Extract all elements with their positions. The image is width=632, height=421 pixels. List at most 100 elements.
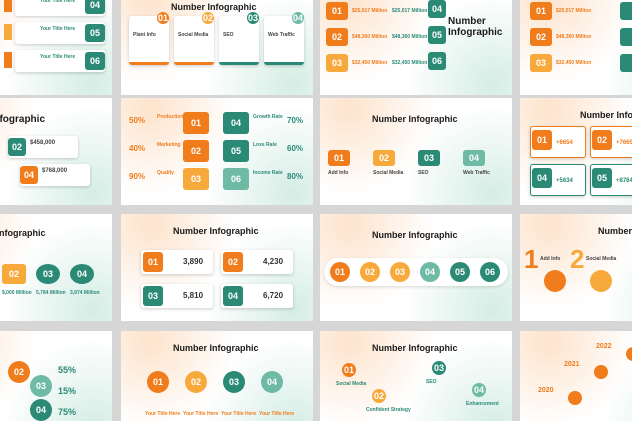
number-badge: [590, 270, 612, 292]
number-badge: 03: [326, 54, 348, 72]
number-badge: 05: [85, 24, 105, 42]
item-label: Social Media: [336, 381, 367, 387]
item-label: Quality: [157, 170, 174, 176]
item-label: Web Traffic: [268, 32, 295, 38]
slide-title: Number Infographic: [0, 114, 46, 125]
number-badge: 03: [247, 12, 259, 24]
item-label: Loss Rate: [253, 142, 277, 148]
number-badge: 05: [592, 168, 612, 188]
item-title: Your Title Here: [40, 0, 76, 4]
number-badge: 04: [472, 383, 486, 397]
number-badge: 02: [185, 371, 207, 393]
item-value: $32,450 Million: [352, 60, 388, 66]
item-value: $48,360 Million: [556, 34, 592, 40]
number-badge: 04: [420, 262, 440, 282]
item-label: Growth Rate: [253, 114, 283, 120]
item-value: +6654: [556, 140, 573, 146]
number-badge: 01: [143, 252, 163, 272]
percent: 60%: [287, 144, 304, 153]
number-badge: 04: [463, 150, 485, 166]
number-badge: 03: [36, 264, 60, 284]
slide: Number Infographic 01 Social Media 02 Confid…: [320, 331, 512, 421]
number-badge: 05: [450, 262, 470, 282]
item-label: Your Title Here: [221, 411, 257, 417]
item-label: Social Media: [178, 32, 209, 38]
number-badge: [626, 347, 632, 361]
slide: 02 55% 03 15% 04 75%: [0, 331, 112, 421]
number-badge: 06: [428, 52, 446, 70]
number-badge: 02: [372, 389, 386, 403]
slide-title: Number Infographic: [0, 228, 46, 238]
slide: Number Infographic 01 Your Title Here 02 You…: [121, 331, 313, 421]
item-label: Confident Strategy: [366, 407, 411, 413]
number-badge: [568, 391, 582, 405]
number-badge: 02: [223, 252, 243, 272]
number-badge: [620, 54, 632, 72]
slide-title: Number Infographic: [448, 16, 503, 38]
number-badge: 04: [532, 168, 552, 188]
percent: 90%: [129, 172, 146, 181]
percent: 80%: [287, 172, 304, 181]
item-value: $,000 Million: [2, 290, 32, 296]
band: [324, 258, 508, 286]
item-label: SEO: [418, 170, 429, 176]
slide: 04 Your Title Here 05 Your Title Here 06 Your…: [0, 0, 112, 95]
percent: 15%: [58, 386, 77, 396]
percent: 75%: [58, 407, 77, 417]
card: [174, 16, 214, 65]
item-label: Your Title Here: [183, 411, 219, 417]
number-badge: 03: [30, 375, 52, 397]
number-badge: 01: [530, 2, 552, 20]
slide-title: Number Infographic: [171, 2, 257, 12]
number-badge: 04: [223, 112, 249, 134]
item-label: Social Media: [586, 256, 617, 262]
item-label: Add Info: [540, 256, 561, 262]
item-value: 3,974 Million: [70, 290, 100, 296]
item-value: $25,017 Million: [392, 8, 428, 14]
item-title: Your Title Here: [40, 54, 76, 60]
slide: Number Infographic 01 $25,017 Million 02 $48…: [320, 0, 512, 95]
item-label: Income Rate: [253, 170, 283, 176]
slide-title: Number Infographic: [372, 114, 458, 124]
number-badge: 03: [418, 150, 440, 166]
number-badge: 03: [223, 371, 245, 393]
percent: 50%: [129, 116, 146, 125]
number-badge: 06: [480, 262, 500, 282]
item-value: $768,000: [42, 168, 68, 174]
item-label: Your Title Here: [259, 411, 295, 417]
slide-title: Number Infographic: [173, 343, 259, 353]
number-badge: 04: [85, 0, 105, 14]
slide: Number Infographic 02 $458,000 04 $768,000: [0, 98, 112, 205]
year: 2022: [596, 343, 612, 350]
number-badge: 01: [157, 12, 169, 24]
item-value: 5,784 Million: [36, 290, 66, 296]
slide-title: Number Infographic: [580, 110, 632, 120]
card: [15, 22, 105, 44]
item-label: Add Info: [328, 170, 349, 176]
item-label: Enhancement: [466, 401, 499, 407]
item-value: 4,230: [263, 257, 284, 266]
number-badge: 02: [202, 12, 214, 24]
slide: Number Infographic 01 3,890 02 4,230 03 5,810 0…: [121, 214, 313, 321]
number-badge: 04: [20, 166, 38, 184]
item-label: Your Title Here: [145, 411, 181, 417]
number-badge: 02: [373, 150, 395, 166]
item-title: Your Title Here: [40, 26, 76, 32]
item-value: +7665: [616, 140, 632, 146]
number-badge: 04: [292, 12, 304, 24]
slide: Number Infographic 01 +6654 02 +7665 04 +5634 0…: [520, 98, 632, 205]
slide-title: Number Infographic: [372, 343, 458, 353]
item-label: Plant Info: [133, 32, 156, 38]
number-badge: 04: [223, 286, 243, 306]
number-badge: [620, 28, 632, 46]
number-badge: [544, 270, 566, 292]
number-badge: 02: [183, 140, 209, 162]
number-badge: 02: [326, 28, 348, 46]
number-badge: 05: [223, 140, 249, 162]
slide: Number Infographic 01 Add Info 02 Social Med…: [320, 98, 512, 205]
percent: 70%: [287, 116, 304, 125]
number-badge: 03: [183, 168, 209, 190]
number-badge: 02: [530, 28, 552, 46]
item-value: $32,450 Million: [556, 60, 592, 66]
